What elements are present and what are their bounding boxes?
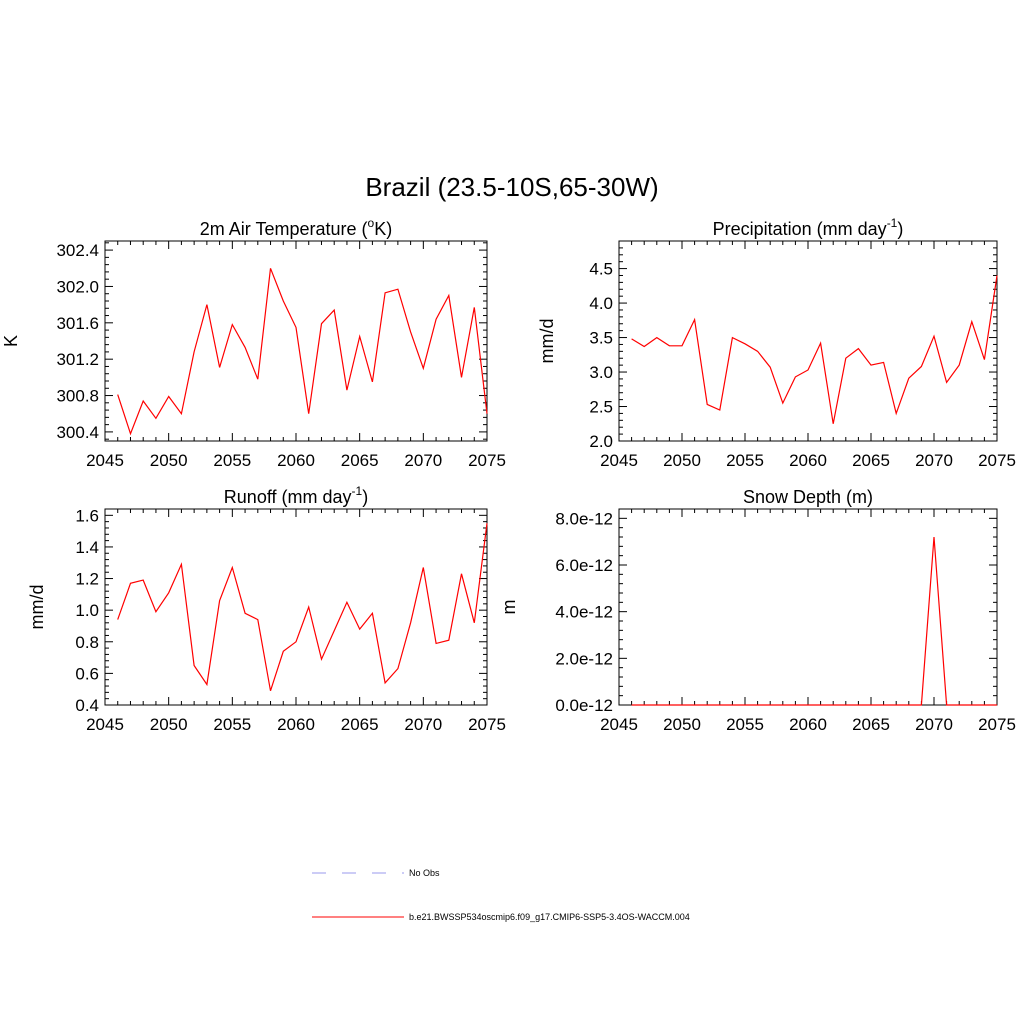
panel-title-text: Runoff (mm day	[224, 487, 352, 507]
series-line	[117, 268, 488, 436]
y-tick-label: 301.6	[56, 314, 99, 333]
series-line	[631, 275, 998, 424]
panel-title-text: K)	[374, 219, 392, 239]
y-tick-label: 6.0e-12	[555, 556, 613, 575]
series-line	[631, 536, 997, 706]
x-tick-label: 2055	[726, 451, 764, 470]
panel-title: Precipitation (mm day-1)	[713, 216, 904, 239]
y-tick-label: 4.0e-12	[555, 603, 613, 622]
x-tick-label: 2075	[978, 715, 1016, 734]
x-tick-label: 2045	[86, 451, 124, 470]
y-tick-label: 302.0	[56, 277, 99, 296]
panel-title: Runoff (mm day-1)	[224, 484, 368, 507]
y-axis-label: K	[1, 335, 21, 347]
panel-title: 2m Air Temperature (oK)	[200, 216, 392, 239]
panel-title-superscript: -1	[352, 484, 363, 498]
y-axis-label: mm/d	[27, 585, 47, 630]
panel-title-superscript: -1	[887, 216, 898, 230]
y-tick-label: 1.4	[75, 538, 99, 557]
x-tick-label: 2075	[468, 451, 506, 470]
x-tick-label: 2065	[852, 715, 890, 734]
x-tick-label: 2070	[915, 451, 953, 470]
y-tick-label: 0.6	[75, 664, 99, 683]
x-tick-label: 2055	[213, 715, 251, 734]
y-tick-label: 3.5	[589, 329, 613, 348]
y-tick-label: 2.0	[589, 432, 613, 451]
x-tick-label: 2070	[915, 715, 953, 734]
x-tick-label: 2045	[600, 451, 638, 470]
y-tick-label: 1.2	[75, 570, 99, 589]
x-tick-label: 2045	[86, 715, 124, 734]
x-tick-label: 2050	[663, 715, 701, 734]
panel-1: 2045 2050 2055 2060 2065 2070 2075 300.4 300.8 30…	[1, 216, 506, 470]
y-tick-label: 4.5	[589, 260, 613, 279]
x-tick-label: 2060	[277, 715, 315, 734]
panel-2: 2045 2050 2055 2060 2065 2070 2075 2.0 2.5 3.0 3.5…	[537, 216, 1016, 470]
x-tick-label: 2050	[150, 715, 188, 734]
panel-4: 2045 2050 2055 2060 2065 2070 2075 0.0e-12 2.0e-…	[499, 487, 1016, 734]
y-tick-label: 301.2	[56, 350, 99, 369]
y-tick-label: 300.8	[56, 387, 99, 406]
x-tick-label: 2070	[404, 451, 442, 470]
x-tick-label: 2060	[789, 451, 827, 470]
panel-title: Snow Depth (m)	[743, 487, 873, 507]
y-tick-label: 8.0e-12	[555, 509, 613, 528]
y-tick-label: 0.0e-12	[555, 696, 613, 715]
legend-label: No Obs	[409, 868, 440, 878]
x-tick-label: 2075	[978, 451, 1016, 470]
x-tick-label: 2065	[852, 451, 890, 470]
y-tick-label: 302.4	[56, 241, 99, 260]
x-tick-label: 2060	[789, 715, 827, 734]
plot-frame	[618, 508, 998, 706]
x-tick-label: 2045	[600, 715, 638, 734]
series-line	[117, 523, 488, 691]
panel-title-text: 2m Air Temperature (	[200, 219, 368, 239]
x-tick-label: 2060	[277, 451, 315, 470]
y-tick-label: 0.8	[75, 633, 99, 652]
panel-title-text: Snow Depth (m)	[743, 487, 873, 507]
panel-title-text: )	[897, 219, 903, 239]
y-tick-label: 300.4	[56, 423, 99, 442]
legend: No Obs b.e21.BWSSP534oscmip6.f09_g17.CMIP…	[312, 868, 690, 922]
x-tick-label: 2050	[663, 451, 701, 470]
panel-3: 2045 2050 2055 2060 2065 2070 2075 0.4 0.6 0.8 1.0…	[27, 484, 506, 734]
x-tick-label: 2070	[404, 715, 442, 734]
y-axis-label: m	[499, 600, 519, 615]
y-tick-label: 1.6	[75, 506, 99, 525]
y-tick-label: 1.0	[75, 601, 99, 620]
x-tick-label: 2065	[341, 715, 379, 734]
x-tick-label: 2065	[341, 451, 379, 470]
figure-title: Brazil (23.5-10S,65-30W)	[365, 172, 658, 202]
panel-title-text: )	[362, 487, 368, 507]
y-tick-label: 2.5	[589, 398, 613, 417]
x-tick-label: 2050	[150, 451, 188, 470]
panels: 2045 2050 2055 2060 2065 2070 2075 300.4 300.8 30…	[1, 216, 1016, 734]
panel-title-text: Precipitation (mm day	[713, 219, 887, 239]
legend-label: b.e21.BWSSP534oscmip6.f09_g17.CMIP6-SSP5…	[409, 912, 690, 922]
y-tick-label: 4.0	[589, 294, 613, 313]
y-tick-label: 3.0	[589, 363, 613, 382]
x-tick-label: 2055	[213, 451, 251, 470]
y-axis-label: mm/d	[537, 319, 557, 364]
y-tick-label: 0.4	[75, 696, 99, 715]
x-tick-label: 2055	[726, 715, 764, 734]
x-tick-label: 2075	[468, 715, 506, 734]
y-tick-label: 2.0e-12	[555, 649, 613, 668]
panel-title-superscript: o	[368, 216, 375, 230]
plot-frame	[104, 240, 488, 442]
plot-frame	[618, 240, 998, 442]
